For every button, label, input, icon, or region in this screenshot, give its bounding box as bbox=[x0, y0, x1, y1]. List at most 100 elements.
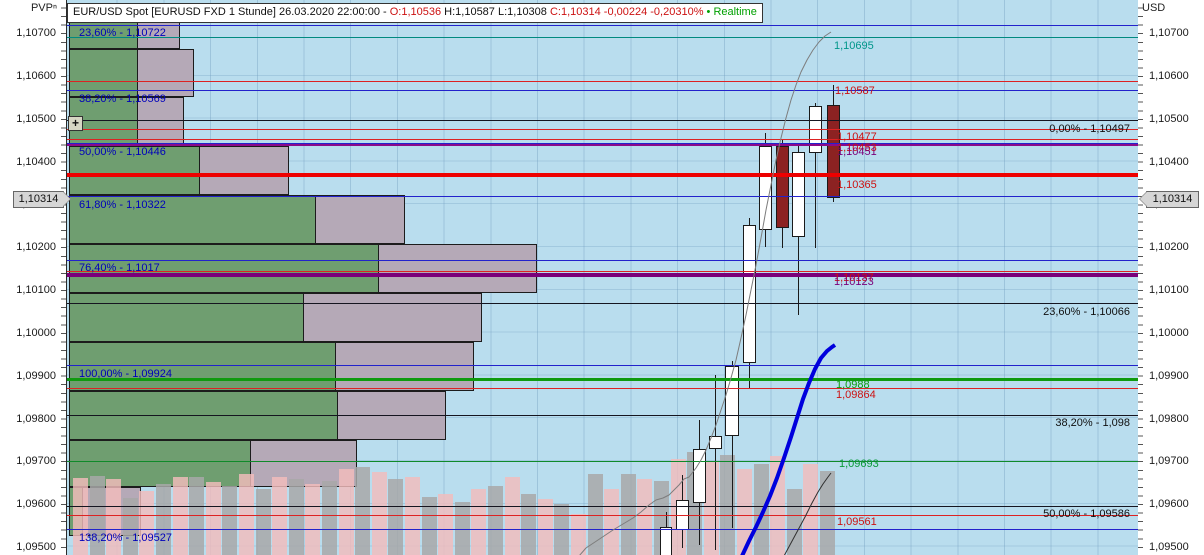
fib-label-left: 100,00% - 1,09924 bbox=[79, 368, 172, 380]
axis-tick-label: 1,09600 bbox=[1149, 498, 1189, 511]
fib-label-right: 38,20% - 1,098 bbox=[1055, 417, 1130, 429]
fib-label-right: 23,60% - 1,10066 bbox=[1043, 306, 1130, 318]
candle-body bbox=[660, 527, 672, 555]
price-label: 1,10695 bbox=[834, 40, 874, 52]
volume-bar bbox=[521, 494, 537, 555]
collapse-plus-button[interactable]: + bbox=[68, 116, 83, 131]
volume-bar bbox=[820, 471, 835, 555]
axis-tick-label: 1,09500 bbox=[16, 541, 56, 553]
price-label: 1,10123 bbox=[834, 276, 874, 288]
volume-bar bbox=[388, 479, 404, 555]
price-line bbox=[67, 515, 1138, 516]
candle-body bbox=[693, 449, 706, 503]
fib-label-left: 23,60% - 1,10722 bbox=[79, 27, 166, 39]
current-price-badge-left: 1,10314 bbox=[13, 191, 71, 208]
volume-bar bbox=[338, 469, 354, 555]
volume-bar bbox=[288, 479, 304, 555]
volume-profile-buy-bar bbox=[69, 293, 304, 342]
volume-bar bbox=[421, 497, 437, 555]
axis-tick-label: 1,09600 bbox=[16, 498, 56, 511]
axis-tick-label: 1,10500 bbox=[1149, 112, 1189, 125]
title-bar[interactable]: EUR/USD Spot [EURUSD FXD 1 Stunde] 26.03… bbox=[67, 3, 763, 23]
title-segment: C:1,10314 -0,00224 -0,20310% bbox=[549, 6, 707, 18]
candle-body bbox=[725, 366, 739, 436]
fib-label-left: 76,40% - 1,1017 bbox=[79, 262, 160, 274]
price-line bbox=[67, 271, 1138, 272]
volume-bar bbox=[786, 489, 802, 555]
volume-bar bbox=[222, 486, 238, 555]
volume-bar bbox=[122, 498, 138, 555]
price-line bbox=[67, 529, 1138, 530]
axis-tick-label: 1,09900 bbox=[1149, 369, 1189, 382]
price-label: 1,10453 bbox=[837, 142, 877, 154]
volume-profile-sell-bar bbox=[303, 293, 482, 342]
price-line bbox=[67, 144, 1138, 146]
candle-body bbox=[709, 436, 722, 449]
volume-profile-buy-bar bbox=[69, 49, 138, 97]
price-label: 1,10477 bbox=[837, 131, 877, 143]
axis-tick-label: 1,10500 bbox=[16, 112, 56, 125]
plot-area[interactable]: EUR/USD Spot [EURUSD FXD 1 Stunde] 26.03… bbox=[66, 0, 1139, 555]
price-line bbox=[67, 461, 1138, 462]
axis-tick-label: 1,09500 bbox=[1149, 541, 1189, 553]
volume-profile-buy-bar bbox=[69, 342, 336, 391]
volume-profile-sell-bar bbox=[335, 342, 474, 391]
price-label: 1,09561 bbox=[837, 516, 877, 528]
volume-profile-buy-bar bbox=[69, 195, 316, 244]
currency-axis-label: USD bbox=[1142, 2, 1166, 14]
left-price-axis[interactable]: PVPⁿ 1,107001,106001,105001,104001,10300… bbox=[0, 0, 71, 555]
volume-bar bbox=[189, 477, 205, 555]
price-line bbox=[67, 81, 1138, 82]
volume-bar bbox=[753, 464, 769, 555]
fib-label-right: 0,00% - 1,10497 bbox=[1049, 123, 1130, 135]
volume-bar bbox=[604, 489, 620, 555]
volume-bar bbox=[239, 474, 254, 555]
volume-bar bbox=[305, 484, 321, 555]
price-line bbox=[67, 129, 1138, 130]
price-line bbox=[67, 303, 1138, 304]
axis-tick-label: 1,10000 bbox=[16, 326, 56, 339]
price-line bbox=[67, 378, 1138, 381]
volume-profile-sell-bar bbox=[137, 49, 194, 97]
volume-bar bbox=[73, 478, 88, 555]
price-line bbox=[67, 415, 1138, 416]
pvp-indicator-label: PVPⁿ bbox=[30, 2, 57, 14]
candle-body bbox=[792, 152, 805, 237]
axis-tick-label: 1,10700 bbox=[1149, 27, 1189, 39]
volume-bar bbox=[205, 482, 221, 555]
candle-body bbox=[743, 225, 756, 363]
volume-bar bbox=[106, 479, 122, 555]
price-line bbox=[67, 196, 1138, 197]
volume-profile-buy-bar bbox=[69, 244, 379, 293]
volume-profile-sell-bar bbox=[199, 146, 289, 195]
price-label: 1,10365 bbox=[837, 179, 877, 191]
axis-tick-label: 1,10200 bbox=[1149, 241, 1189, 254]
volume-bar bbox=[737, 469, 752, 555]
price-label: 1,10587 bbox=[835, 85, 875, 97]
right-price-axis[interactable]: USD 1,107001,106001,105001,104001,103001… bbox=[1138, 0, 1204, 555]
volume-profile-sell-bar bbox=[315, 195, 405, 244]
axis-tick-label: 1,10600 bbox=[16, 69, 56, 82]
volume-bar bbox=[537, 499, 553, 555]
volume-bar bbox=[139, 491, 155, 555]
price-line bbox=[67, 260, 1138, 261]
axis-tick-label: 1,09800 bbox=[16, 412, 56, 425]
fib-label-left: 50,00% - 1,10446 bbox=[79, 146, 166, 158]
price-line bbox=[67, 90, 1138, 91]
price-line bbox=[67, 120, 1138, 121]
volume-bar bbox=[322, 481, 337, 555]
price-line bbox=[67, 273, 1138, 277]
left-axis-ticks bbox=[61, 0, 66, 555]
volume-bar bbox=[637, 479, 653, 555]
volume-bar bbox=[405, 477, 420, 555]
volume-bar bbox=[156, 484, 171, 555]
axis-tick-label: 1,10600 bbox=[1149, 69, 1189, 82]
price-line bbox=[67, 173, 1138, 177]
volume-bar bbox=[255, 489, 271, 555]
price-line bbox=[67, 388, 1138, 389]
price-label: 1,10451 bbox=[837, 146, 877, 158]
price-label: 1,09864 bbox=[836, 389, 876, 401]
price-line bbox=[67, 139, 1138, 140]
volume-bar bbox=[488, 486, 503, 555]
axis-tick-label: 1,10000 bbox=[1149, 326, 1189, 339]
